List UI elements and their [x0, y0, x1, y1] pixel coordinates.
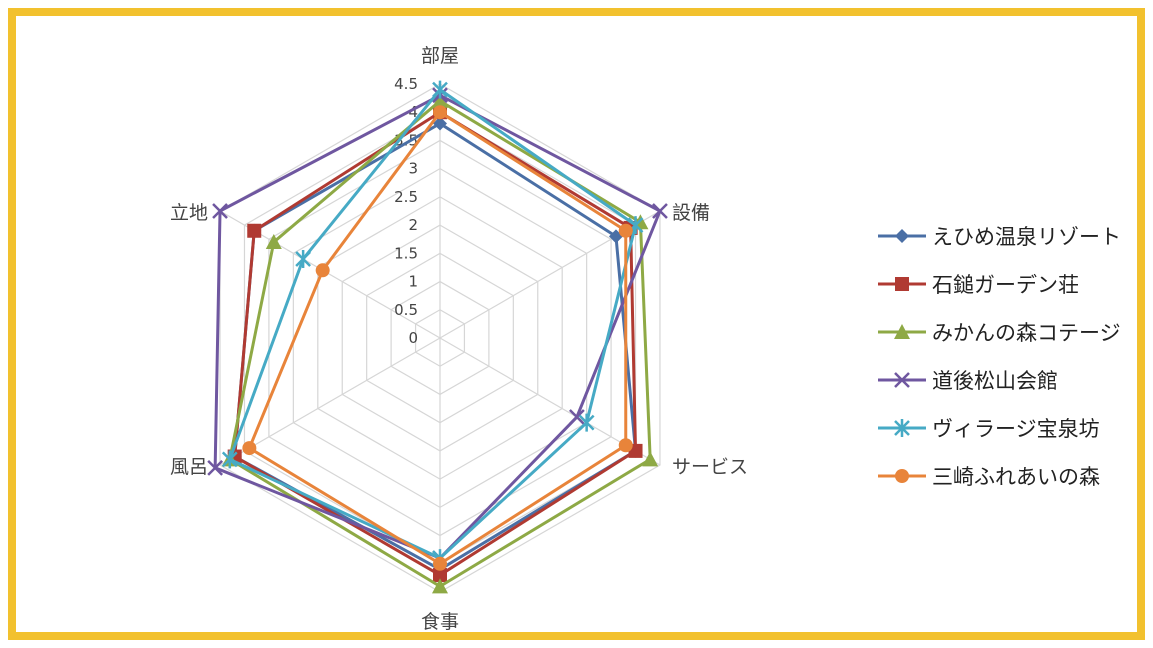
- legend-swatch-marker: [895, 277, 909, 291]
- tick-label: 4.5: [394, 75, 418, 93]
- legend-swatch-marker: [894, 419, 910, 437]
- grid-spoke: [219, 337, 441, 466]
- legend-label: ヴィラージ宝泉坊: [932, 417, 1100, 441]
- chart-frame: 0 0.5 1 1.5 2 2.5 3 3.5 4 4.5 部屋 設備 サービス 食事 風呂 立地 えひめ温…: [8, 8, 1145, 640]
- data-point: [315, 263, 330, 278]
- data-point: [618, 223, 633, 238]
- legend-label: 石鎚ガーデン荘: [932, 273, 1079, 297]
- legend-swatch-marker: [894, 372, 910, 388]
- series-3: [221, 92, 659, 594]
- legend-swatch: [878, 229, 926, 243]
- legend-item: 石鎚ガーデン荘: [876, 260, 1153, 308]
- tick-label: 0: [408, 329, 418, 347]
- legend-label: みかんの森コテージ: [932, 321, 1121, 345]
- data-point: [207, 459, 224, 476]
- legend-item: 道後松山会館: [876, 356, 1153, 404]
- data-point: [432, 80, 448, 99]
- axis-label: サービス: [672, 456, 748, 478]
- legend-label: えひめ温泉リゾート: [932, 225, 1121, 249]
- series-line: [213, 93, 662, 560]
- legend-swatch: [878, 324, 926, 339]
- data-point: [652, 203, 668, 219]
- data-point: [578, 413, 595, 432]
- axis-label: 食事: [421, 611, 459, 632]
- data-point: [568, 409, 585, 425]
- data-point: [433, 105, 447, 120]
- legend-item: ヴィラージ宝泉坊: [876, 404, 1153, 452]
- tick-label: 4: [408, 103, 418, 121]
- data-point: [221, 450, 238, 469]
- tick-label: 2.5: [394, 188, 418, 206]
- axis-label: 設備: [672, 202, 710, 224]
- legend-swatch-marker: [894, 324, 910, 339]
- data-point: [642, 451, 659, 467]
- legend-label: 道後松山会館: [932, 369, 1058, 393]
- data-point: [265, 234, 282, 250]
- legend-swatch: [878, 277, 926, 291]
- tick-label: 2: [408, 216, 418, 234]
- legend-swatch: [878, 469, 926, 483]
- axis-label: 部屋: [421, 45, 459, 67]
- tick-label: 3: [408, 160, 418, 178]
- data-point: [618, 438, 633, 453]
- legend-item: えひめ温泉リゾート: [876, 212, 1153, 260]
- data-point: [432, 92, 448, 108]
- radar-grid: [219, 83, 661, 593]
- data-point: [242, 441, 257, 456]
- axis-label: 立地: [170, 202, 208, 224]
- legend-swatch-marker: [895, 229, 909, 243]
- series-lines: [207, 80, 668, 594]
- legend-item: 三崎ふれあいの森: [876, 452, 1153, 500]
- data-point: [432, 578, 448, 594]
- legend: えひめ温泉リゾート 石鎚ガーデン荘みかんの森コテージ 道後松山会館ヴィラージ宝泉坊三…: [876, 212, 1153, 500]
- series-6: [242, 105, 633, 571]
- legend-swatch: [878, 372, 926, 388]
- tick-label: 1.5: [394, 244, 418, 262]
- legend-swatch: [878, 419, 926, 437]
- data-point: [433, 556, 447, 571]
- data-point: [247, 223, 262, 238]
- tick-label: 1: [408, 273, 418, 291]
- data-point: [433, 116, 447, 131]
- data-point: [212, 203, 228, 219]
- data-point: [295, 249, 312, 268]
- legend-item: みかんの森コテージ: [876, 308, 1153, 356]
- legend-label: 三崎ふれあいの森: [932, 465, 1100, 489]
- tick-label: 0.5: [394, 301, 418, 319]
- legend-swatch-marker: [895, 469, 909, 483]
- axis-label: 風呂: [170, 456, 208, 478]
- data-point: [433, 568, 447, 583]
